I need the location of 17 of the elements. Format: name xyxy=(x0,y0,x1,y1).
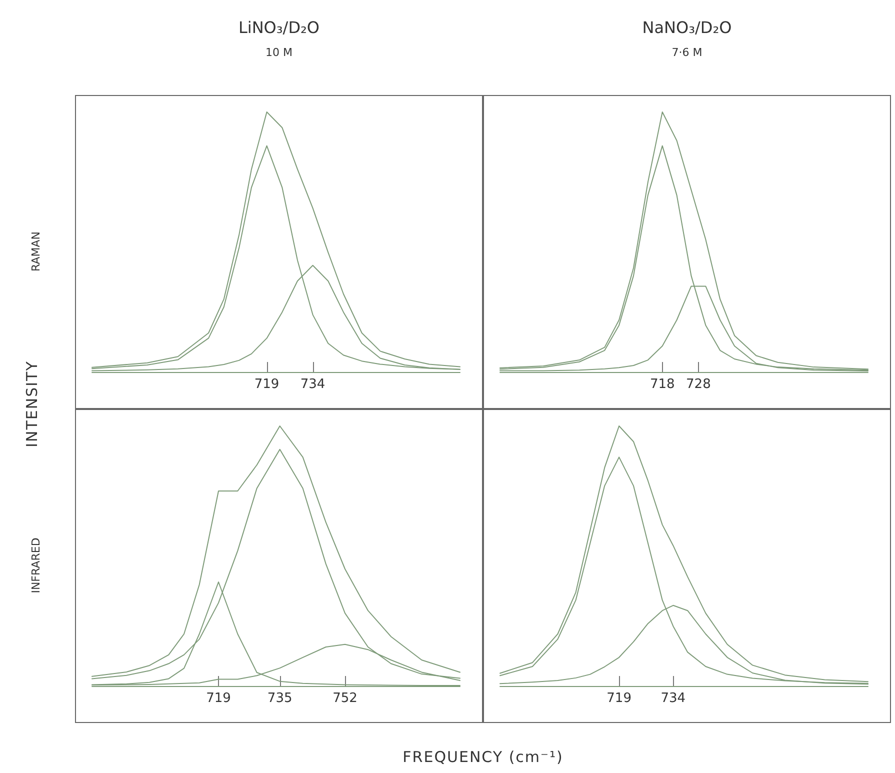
chart-title: LiNO₃/D₂O xyxy=(237,18,321,37)
chart-subtitle: 10 M xyxy=(264,46,294,59)
x-tick-label: 728 xyxy=(686,377,711,392)
x-tick-label: 719 xyxy=(254,377,280,392)
y-axis-title: RAMAN xyxy=(30,232,42,272)
text: INTENSITY xyxy=(23,360,41,448)
y-axis-title: INFRARED xyxy=(30,538,42,594)
chart-title: NaNO₃/D₂O xyxy=(641,18,733,37)
x-tick-label: 718 xyxy=(650,377,675,392)
x-tick-label: 719 xyxy=(606,691,632,706)
chart-subtitle: 7·6 M xyxy=(670,46,704,59)
x-axis-title: FREQUENCY (cm⁻¹) xyxy=(402,748,564,766)
x-tick-label: 734 xyxy=(300,377,326,392)
x-tick-label: 735 xyxy=(267,691,292,706)
x-tick-label: 752 xyxy=(332,691,358,706)
x-tick-label: 734 xyxy=(660,691,686,706)
x-tick-label: 719 xyxy=(206,691,231,706)
